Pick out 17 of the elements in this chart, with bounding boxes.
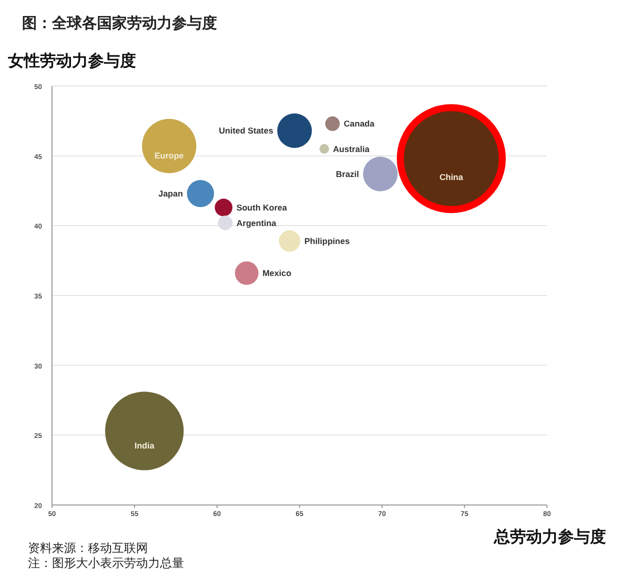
series-label: Canada bbox=[344, 118, 375, 129]
series-label: China bbox=[439, 172, 464, 182]
x-axis-title: 总劳动力参与度 bbox=[493, 527, 606, 546]
series-label: Japan bbox=[158, 188, 183, 199]
series-label: United States bbox=[218, 126, 274, 136]
series-label: South Korea bbox=[236, 202, 288, 213]
series-label: Philippines bbox=[304, 236, 350, 246]
series-label: Australia bbox=[333, 144, 370, 154]
text: 资料来源：移动互联网 bbox=[28, 541, 148, 555]
series-label: Mexico bbox=[262, 268, 292, 278]
series-label: Europe bbox=[154, 150, 184, 160]
chart-title: 图：全球各国家劳动力参与度 bbox=[22, 14, 217, 32]
y-axis-title: 女性劳动力参与度 bbox=[7, 51, 136, 70]
series-label: Argentina bbox=[236, 218, 276, 228]
series-label: Brazil bbox=[336, 168, 360, 179]
series-label: India bbox=[134, 440, 155, 451]
text: 注：图形大小表示劳动力总量 bbox=[28, 556, 184, 570]
